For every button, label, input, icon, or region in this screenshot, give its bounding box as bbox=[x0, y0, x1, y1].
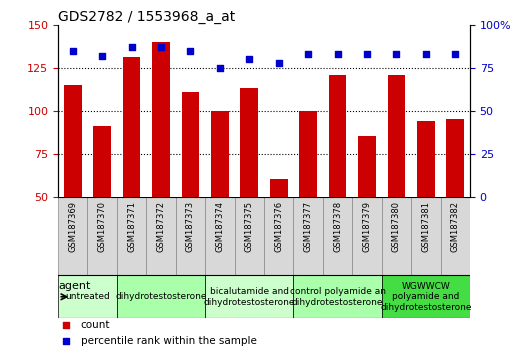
Text: GSM187373: GSM187373 bbox=[186, 200, 195, 252]
Point bbox=[333, 51, 342, 57]
Text: GSM187380: GSM187380 bbox=[392, 200, 401, 252]
Bar bbox=[64, 85, 82, 196]
Bar bbox=[205, 196, 234, 275]
Text: GSM187381: GSM187381 bbox=[421, 200, 430, 252]
Point bbox=[451, 51, 459, 57]
Bar bbox=[440, 196, 470, 275]
Bar bbox=[176, 196, 205, 275]
Bar bbox=[117, 275, 205, 318]
Point bbox=[98, 53, 107, 58]
Point bbox=[363, 51, 371, 57]
Point bbox=[275, 60, 283, 65]
Bar bbox=[152, 42, 170, 196]
Bar bbox=[358, 136, 376, 196]
Bar bbox=[329, 75, 346, 196]
Point bbox=[304, 51, 313, 57]
Text: count: count bbox=[81, 320, 110, 330]
Bar bbox=[182, 92, 199, 196]
Bar bbox=[264, 196, 294, 275]
Bar bbox=[123, 57, 140, 196]
Text: GDS2782 / 1553968_a_at: GDS2782 / 1553968_a_at bbox=[58, 10, 235, 24]
Bar bbox=[411, 196, 440, 275]
Text: control polyamide an
dihydrotestosterone: control polyamide an dihydrotestosterone bbox=[289, 287, 385, 307]
Text: untreated: untreated bbox=[65, 292, 110, 301]
Point bbox=[62, 322, 71, 328]
Text: agent: agent bbox=[59, 281, 91, 291]
Bar bbox=[88, 196, 117, 275]
Point bbox=[127, 44, 136, 50]
Bar bbox=[446, 119, 464, 196]
Bar bbox=[146, 196, 176, 275]
Bar bbox=[299, 111, 317, 196]
Bar bbox=[417, 121, 435, 196]
Bar bbox=[211, 111, 229, 196]
Text: GSM187371: GSM187371 bbox=[127, 200, 136, 252]
Text: GSM187382: GSM187382 bbox=[451, 200, 460, 252]
Point bbox=[186, 48, 195, 53]
Bar bbox=[58, 196, 88, 275]
Bar bbox=[382, 196, 411, 275]
Point bbox=[245, 56, 253, 62]
Text: GSM187375: GSM187375 bbox=[245, 200, 254, 252]
Point bbox=[215, 65, 224, 70]
Bar bbox=[294, 275, 382, 318]
Bar bbox=[58, 275, 117, 318]
Text: WGWWCW
polyamide and
dihydrotestosterone: WGWWCW polyamide and dihydrotestosterone bbox=[380, 282, 472, 312]
Bar bbox=[294, 196, 323, 275]
Bar bbox=[117, 196, 146, 275]
Bar bbox=[234, 196, 264, 275]
Bar bbox=[382, 275, 470, 318]
Text: GSM187376: GSM187376 bbox=[274, 200, 283, 252]
Bar bbox=[240, 88, 258, 196]
Text: GSM187370: GSM187370 bbox=[98, 200, 107, 252]
Bar bbox=[323, 196, 352, 275]
Text: GSM187377: GSM187377 bbox=[304, 200, 313, 252]
Text: GSM187379: GSM187379 bbox=[362, 200, 372, 252]
Bar bbox=[205, 275, 294, 318]
Text: GSM187369: GSM187369 bbox=[68, 200, 77, 252]
Point bbox=[157, 44, 165, 50]
Bar bbox=[352, 196, 382, 275]
Text: percentile rank within the sample: percentile rank within the sample bbox=[81, 336, 257, 346]
Bar bbox=[270, 179, 288, 196]
Bar bbox=[388, 75, 405, 196]
Point bbox=[69, 48, 77, 53]
Text: dihydrotestosterone: dihydrotestosterone bbox=[115, 292, 207, 301]
Text: GSM187374: GSM187374 bbox=[215, 200, 224, 252]
Point bbox=[392, 51, 401, 57]
Bar bbox=[93, 126, 111, 196]
Point bbox=[62, 338, 71, 344]
Text: GSM187378: GSM187378 bbox=[333, 200, 342, 252]
Text: GSM187372: GSM187372 bbox=[156, 200, 166, 252]
Text: bicalutamide and
dihydrotestosterone: bicalutamide and dihydrotestosterone bbox=[203, 287, 295, 307]
Point bbox=[421, 51, 430, 57]
